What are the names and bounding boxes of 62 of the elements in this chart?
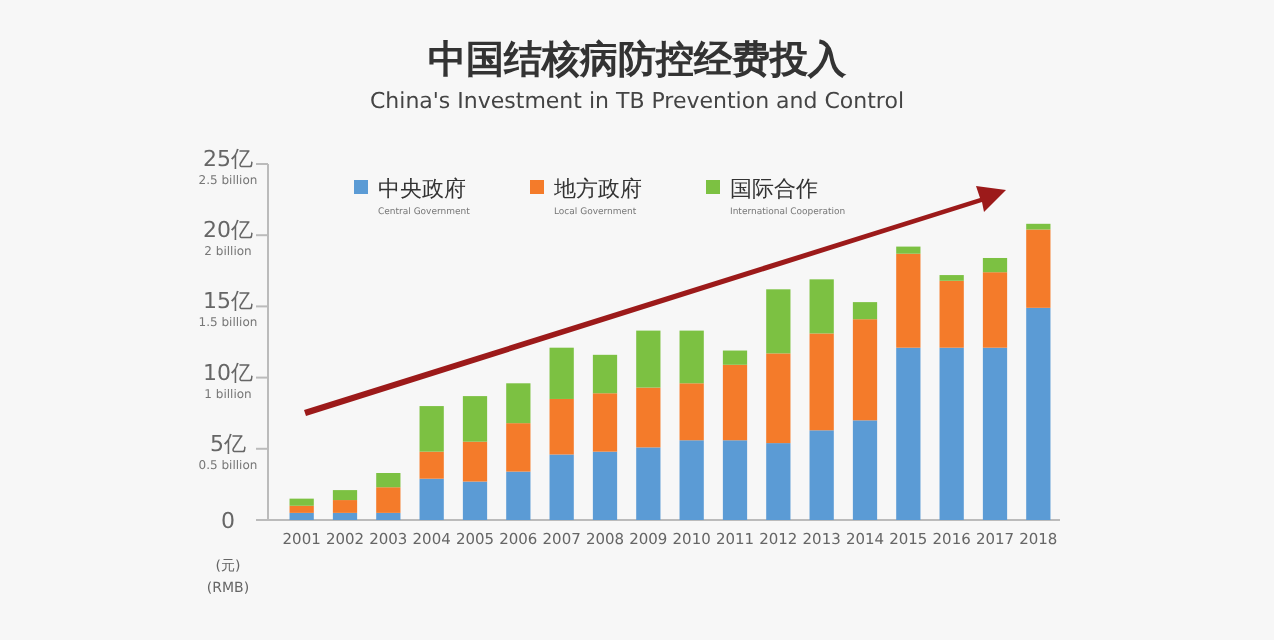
bar bbox=[766, 443, 791, 520]
bar bbox=[332, 490, 358, 501]
bar bbox=[332, 500, 358, 513]
bar bbox=[419, 451, 444, 479]
bar bbox=[636, 387, 661, 448]
y-tick-label: 15亿 bbox=[203, 288, 253, 315]
bar bbox=[376, 487, 401, 513]
bar bbox=[376, 512, 401, 520]
bar bbox=[289, 505, 314, 513]
bar bbox=[289, 498, 314, 506]
bar bbox=[549, 454, 574, 520]
chart-title: 中国结核病防控经费投入 bbox=[428, 38, 848, 82]
bar bbox=[679, 440, 704, 520]
bar bbox=[722, 364, 748, 441]
bar bbox=[332, 512, 358, 520]
y-tick-label: 25亿 bbox=[203, 146, 253, 172]
bar bbox=[376, 473, 401, 488]
bar bbox=[809, 430, 834, 520]
bar bbox=[809, 333, 834, 431]
y-tick-label: 10亿 bbox=[203, 359, 253, 386]
bar bbox=[1026, 229, 1051, 308]
bar bbox=[939, 280, 964, 348]
bar bbox=[766, 353, 791, 444]
bar bbox=[462, 481, 488, 520]
bar bbox=[939, 347, 964, 520]
bar bbox=[1026, 223, 1051, 230]
bar bbox=[896, 347, 921, 520]
bar bbox=[852, 420, 878, 520]
bar bbox=[679, 330, 704, 384]
bar bbox=[506, 423, 531, 472]
bar bbox=[982, 272, 1008, 348]
bar bbox=[506, 471, 531, 520]
bar bbox=[549, 398, 574, 455]
bar bbox=[679, 383, 704, 441]
y-tick-label: 5亿 bbox=[210, 430, 246, 457]
bar bbox=[419, 406, 444, 452]
bar bbox=[982, 347, 1008, 520]
bar bbox=[592, 393, 618, 452]
bar bbox=[766, 289, 791, 354]
bar bbox=[896, 253, 921, 348]
bar bbox=[722, 440, 748, 520]
bar bbox=[636, 447, 661, 520]
bar bbox=[549, 347, 574, 399]
y-tick-label: 0 bbox=[221, 508, 235, 534]
y-tick-label: 20亿 bbox=[203, 217, 253, 244]
bar bbox=[722, 350, 748, 365]
bar bbox=[896, 246, 921, 254]
bar bbox=[852, 302, 878, 320]
bar bbox=[1026, 307, 1051, 520]
chart-subtitle: China's Investment in TB Prevention and Control bbox=[369, 88, 905, 114]
bar bbox=[982, 257, 1008, 273]
bar bbox=[592, 451, 618, 520]
bar bbox=[809, 279, 834, 334]
bar bbox=[462, 441, 488, 482]
bar bbox=[852, 319, 878, 421]
bar bbox=[506, 383, 531, 424]
bar bbox=[939, 275, 964, 281]
bar bbox=[462, 396, 488, 442]
bar bbox=[289, 512, 314, 520]
bar bbox=[636, 330, 661, 388]
bar bbox=[592, 354, 618, 394]
bar bbox=[419, 478, 444, 520]
